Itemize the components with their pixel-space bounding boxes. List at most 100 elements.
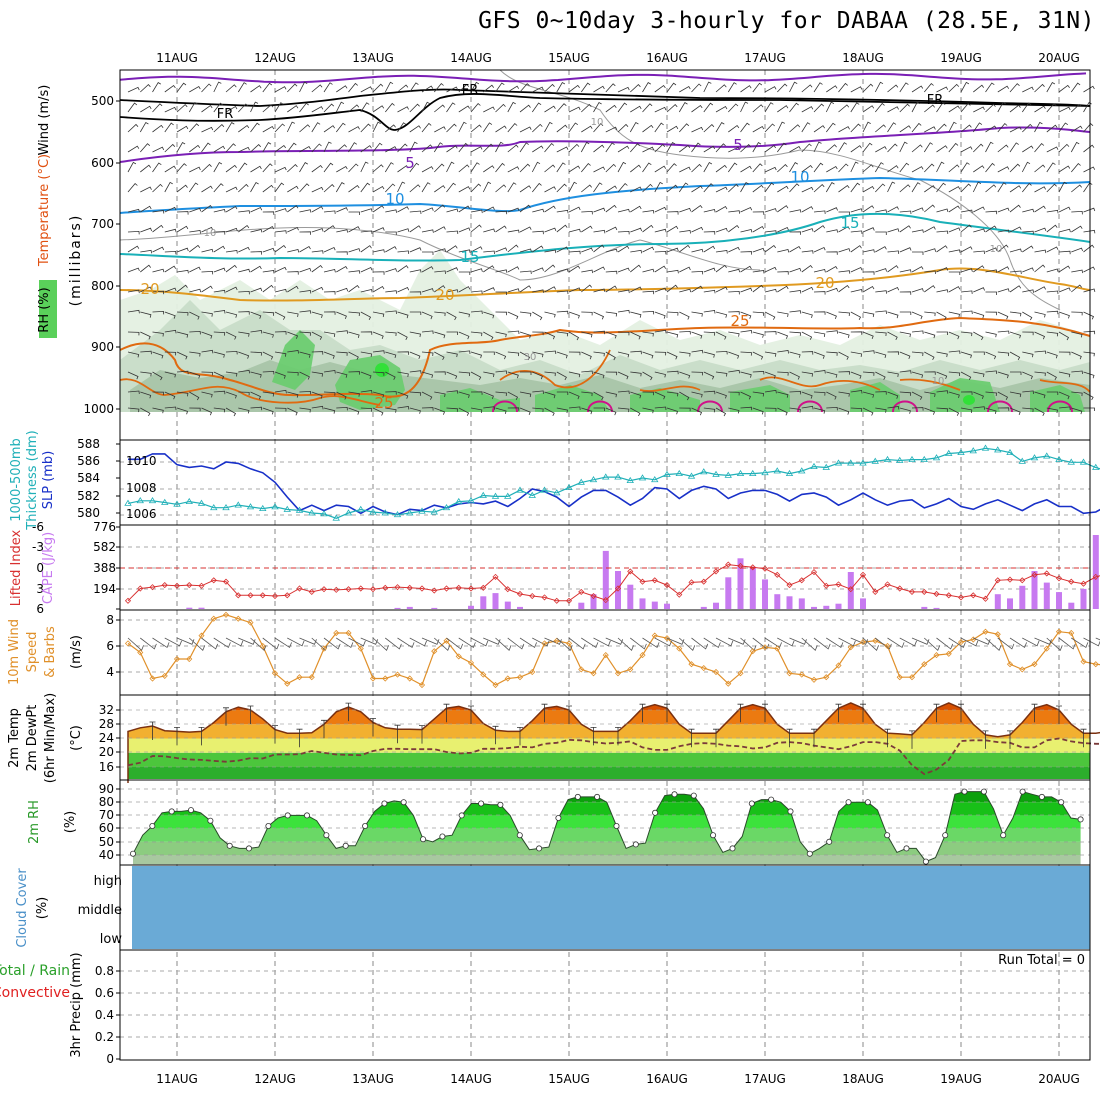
- wind-barb: [790, 103, 799, 112]
- wind-barb: [643, 104, 653, 112]
- wind-barb: [741, 331, 752, 334]
- wind-barb-10m: [973, 638, 990, 644]
- cape-bar: [836, 604, 842, 609]
- wind-barb: [728, 104, 738, 112]
- contour-temp-5: [120, 127, 1090, 162]
- wind-barb: [790, 232, 801, 235]
- wind-barb: [765, 183, 774, 192]
- wind-barb: [973, 85, 983, 92]
- wind-barb: [1022, 312, 1032, 320]
- wind-barb: [986, 211, 997, 214]
- wind-barb: [532, 268, 543, 272]
- wind-tick: 4: [106, 665, 114, 679]
- wind-barb: [814, 185, 824, 192]
- wind-barb: [949, 312, 960, 317]
- wind-barb: [251, 123, 260, 132]
- wind-barb: [275, 87, 286, 92]
- wind-barb: [888, 288, 899, 293]
- wind-barb: [140, 106, 151, 112]
- wind-barb: [839, 143, 847, 152]
- wind-barb: [214, 210, 225, 213]
- wind-barb: [508, 167, 519, 172]
- wind-barb: [434, 127, 445, 132]
- wind-barb: [398, 229, 409, 232]
- wind-barb: [1084, 124, 1094, 132]
- wind-barb: [1047, 225, 1057, 232]
- wind-barb: [875, 311, 886, 314]
- contour-label: 30: [524, 352, 537, 363]
- wind-barb: [496, 211, 507, 214]
- date-label-top: 18AUG: [842, 51, 884, 65]
- wind-barb: [459, 228, 470, 232]
- wind-barb: [655, 123, 664, 132]
- wind-barb: [1022, 87, 1033, 92]
- wind-barb: [937, 246, 948, 252]
- wind-barb: [888, 182, 896, 192]
- wind-barb: [961, 82, 969, 92]
- rh-point: [827, 839, 832, 844]
- wind-barb: [802, 229, 813, 232]
- wind-barb: [202, 186, 213, 192]
- wind-barb: [716, 165, 727, 172]
- wind-barb: [900, 248, 911, 252]
- wind-barb: [900, 270, 911, 273]
- wind-barb: [471, 225, 481, 232]
- wind-barb: [888, 229, 899, 232]
- cape-bar: [517, 607, 523, 609]
- wind-barb: [888, 107, 899, 112]
- date-label-bottom: 17AUG: [744, 1072, 786, 1086]
- wind-barb: [851, 103, 859, 112]
- wind-barb: [1035, 312, 1046, 317]
- cape-tick: 194: [93, 582, 116, 596]
- wind-barb: [814, 248, 825, 253]
- date-label-bottom: 15AUG: [548, 1072, 590, 1086]
- date-label-bottom: 18AUG: [842, 1072, 884, 1086]
- wind-barb: [324, 185, 334, 192]
- wind-barb: [557, 291, 568, 294]
- wind-barb: [900, 163, 909, 172]
- rh-point: [633, 842, 638, 847]
- wind-barb: [912, 331, 923, 334]
- wind-barb: [300, 268, 311, 272]
- wind-barb: [1084, 245, 1095, 252]
- wind-barb: [765, 267, 776, 272]
- rh-point: [169, 809, 174, 814]
- slp-tick: 1010: [126, 454, 157, 468]
- wind-barb: [741, 208, 752, 213]
- cape-bar: [762, 579, 768, 609]
- wind-barb: [251, 266, 262, 272]
- wind-barb: [434, 84, 443, 92]
- wind-barb: [777, 250, 788, 253]
- wind-barb: [851, 332, 862, 335]
- rh-point: [246, 846, 251, 851]
- rh-point: [962, 789, 967, 794]
- wind-barb: [851, 290, 862, 293]
- wind-barb: [679, 103, 687, 112]
- rh-shading: [375, 363, 389, 377]
- cape-bar: [652, 602, 658, 609]
- wind-barb-10m: [422, 638, 439, 644]
- wind-barb: [777, 286, 788, 292]
- wind-barb: [300, 163, 308, 172]
- wind-barb: [606, 271, 617, 274]
- wind-barb: [802, 123, 810, 132]
- upper-pressure-label: (millibars): [68, 214, 84, 307]
- rh-point: [150, 823, 155, 828]
- wind-barb: [1084, 312, 1094, 319]
- contour-label: 20: [435, 286, 454, 304]
- wind-barb: [802, 107, 813, 112]
- wind-barb: [373, 187, 384, 193]
- temp-label-2: (6hr Min/Max): [43, 693, 58, 783]
- wind-barb: [692, 143, 701, 152]
- wind-barb-10m: [300, 638, 317, 644]
- wind-barb: [998, 183, 1006, 192]
- wind-barb: [128, 246, 139, 252]
- wind-barb: [177, 164, 187, 172]
- wind-barb: [422, 167, 433, 172]
- wind-barb: [741, 166, 752, 172]
- wind-barb: [336, 230, 347, 233]
- wind-barb: [937, 146, 948, 152]
- wind-barb: [741, 102, 749, 112]
- wind-barb-10m: [1035, 638, 1052, 644]
